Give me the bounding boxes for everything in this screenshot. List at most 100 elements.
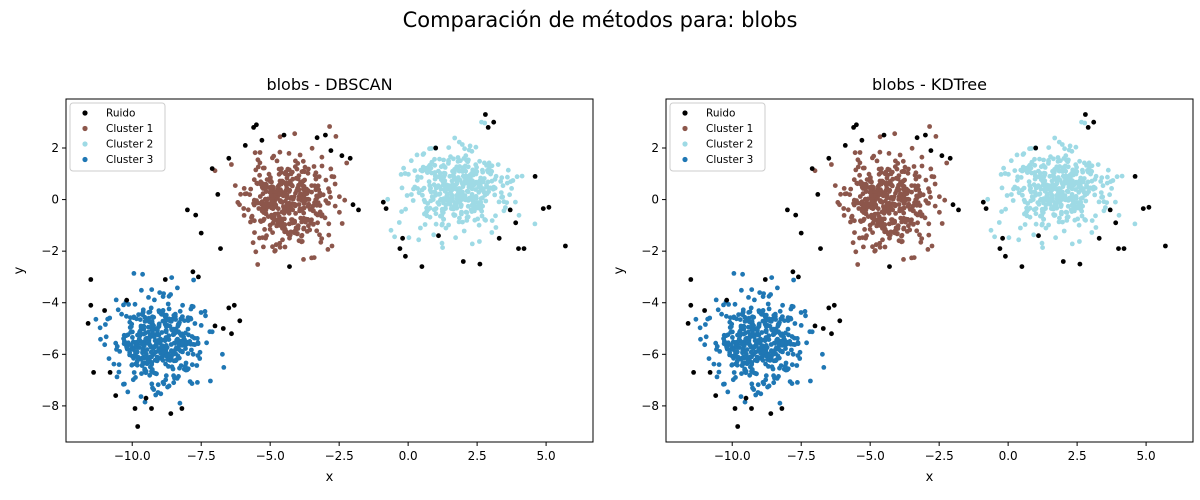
data-point bbox=[157, 290, 163, 295]
noise-point bbox=[732, 406, 738, 411]
data-point bbox=[304, 217, 309, 223]
data-point bbox=[733, 349, 738, 355]
data-point bbox=[299, 232, 305, 238]
data-point bbox=[882, 244, 888, 250]
legend-label: Ruido bbox=[706, 108, 736, 120]
data-point bbox=[1008, 158, 1014, 164]
noise-point bbox=[815, 192, 821, 197]
data-point bbox=[299, 239, 305, 244]
data-point bbox=[267, 226, 273, 232]
data-point bbox=[1052, 167, 1057, 172]
noise-point bbox=[983, 206, 989, 212]
data-point bbox=[476, 203, 482, 209]
data-point bbox=[766, 333, 772, 339]
data-point bbox=[126, 302, 131, 307]
data-point bbox=[270, 184, 276, 190]
noise-point bbox=[1019, 264, 1025, 269]
data-point bbox=[275, 217, 280, 223]
data-point bbox=[884, 182, 889, 188]
data-point bbox=[261, 204, 266, 210]
data-point bbox=[410, 198, 416, 203]
noise-point bbox=[818, 246, 823, 252]
legend-marker bbox=[682, 141, 688, 147]
data-point bbox=[852, 230, 857, 236]
noise-point bbox=[483, 112, 488, 117]
data-point bbox=[1061, 195, 1067, 201]
data-point bbox=[1089, 178, 1095, 184]
data-point bbox=[139, 371, 144, 376]
data-point bbox=[133, 375, 138, 380]
data-point bbox=[429, 159, 435, 165]
data-point bbox=[332, 181, 338, 187]
data-point bbox=[1054, 181, 1059, 187]
data-point bbox=[133, 339, 139, 345]
data-point bbox=[483, 190, 488, 196]
data-point bbox=[887, 232, 893, 238]
data-point bbox=[901, 257, 906, 262]
data-point bbox=[748, 349, 754, 355]
data-point bbox=[901, 178, 906, 184]
noise-point bbox=[713, 393, 719, 398]
noise-point bbox=[887, 264, 892, 269]
data-point bbox=[163, 373, 169, 379]
data-point bbox=[1024, 209, 1030, 214]
noise-point bbox=[168, 411, 174, 416]
data-point bbox=[1069, 171, 1074, 176]
data-point bbox=[121, 341, 127, 347]
data-point bbox=[177, 308, 183, 314]
data-point bbox=[760, 318, 766, 324]
data-point bbox=[769, 327, 775, 333]
data-point bbox=[1014, 152, 1020, 158]
data-point bbox=[177, 400, 183, 406]
data-point bbox=[877, 134, 883, 140]
data-point bbox=[184, 367, 190, 373]
data-point bbox=[778, 316, 784, 322]
data-point bbox=[1092, 192, 1098, 198]
data-point bbox=[195, 380, 200, 385]
noise-point bbox=[1096, 235, 1102, 241]
x-axis-label: x bbox=[326, 470, 334, 485]
data-point bbox=[178, 363, 184, 368]
noise-point bbox=[914, 135, 920, 141]
data-point bbox=[319, 163, 325, 169]
data-point bbox=[532, 221, 538, 227]
data-point bbox=[732, 301, 738, 307]
data-point bbox=[432, 189, 438, 195]
noise-point bbox=[820, 326, 826, 331]
data-point bbox=[422, 222, 428, 227]
data-point bbox=[1113, 199, 1118, 205]
noise-point bbox=[854, 122, 859, 128]
data-point bbox=[932, 181, 938, 187]
data-point bbox=[156, 332, 162, 338]
data-point bbox=[128, 324, 134, 329]
data-point bbox=[261, 182, 267, 187]
data-point bbox=[185, 351, 191, 356]
data-point bbox=[209, 329, 215, 335]
data-point bbox=[420, 152, 426, 157]
noise-point bbox=[193, 212, 199, 218]
data-point bbox=[780, 340, 785, 346]
data-point bbox=[1037, 156, 1042, 162]
data-point bbox=[333, 134, 339, 139]
data-point bbox=[139, 342, 145, 347]
data-point bbox=[160, 357, 166, 363]
data-point bbox=[1065, 189, 1071, 195]
data-point bbox=[474, 164, 479, 170]
data-point bbox=[937, 194, 942, 200]
data-point bbox=[153, 349, 158, 355]
data-point bbox=[171, 373, 177, 379]
data-point bbox=[431, 232, 437, 238]
data-point bbox=[899, 239, 905, 244]
data-point bbox=[1052, 135, 1058, 141]
noise-point bbox=[1091, 119, 1097, 125]
data-point bbox=[914, 202, 920, 208]
data-point bbox=[272, 248, 278, 254]
data-point bbox=[399, 185, 405, 191]
data-point bbox=[137, 317, 143, 322]
data-point bbox=[703, 334, 709, 340]
data-point bbox=[1110, 178, 1116, 183]
data-point bbox=[724, 345, 730, 350]
data-point bbox=[257, 235, 262, 241]
data-point bbox=[441, 216, 447, 222]
noise-point bbox=[1163, 243, 1168, 249]
